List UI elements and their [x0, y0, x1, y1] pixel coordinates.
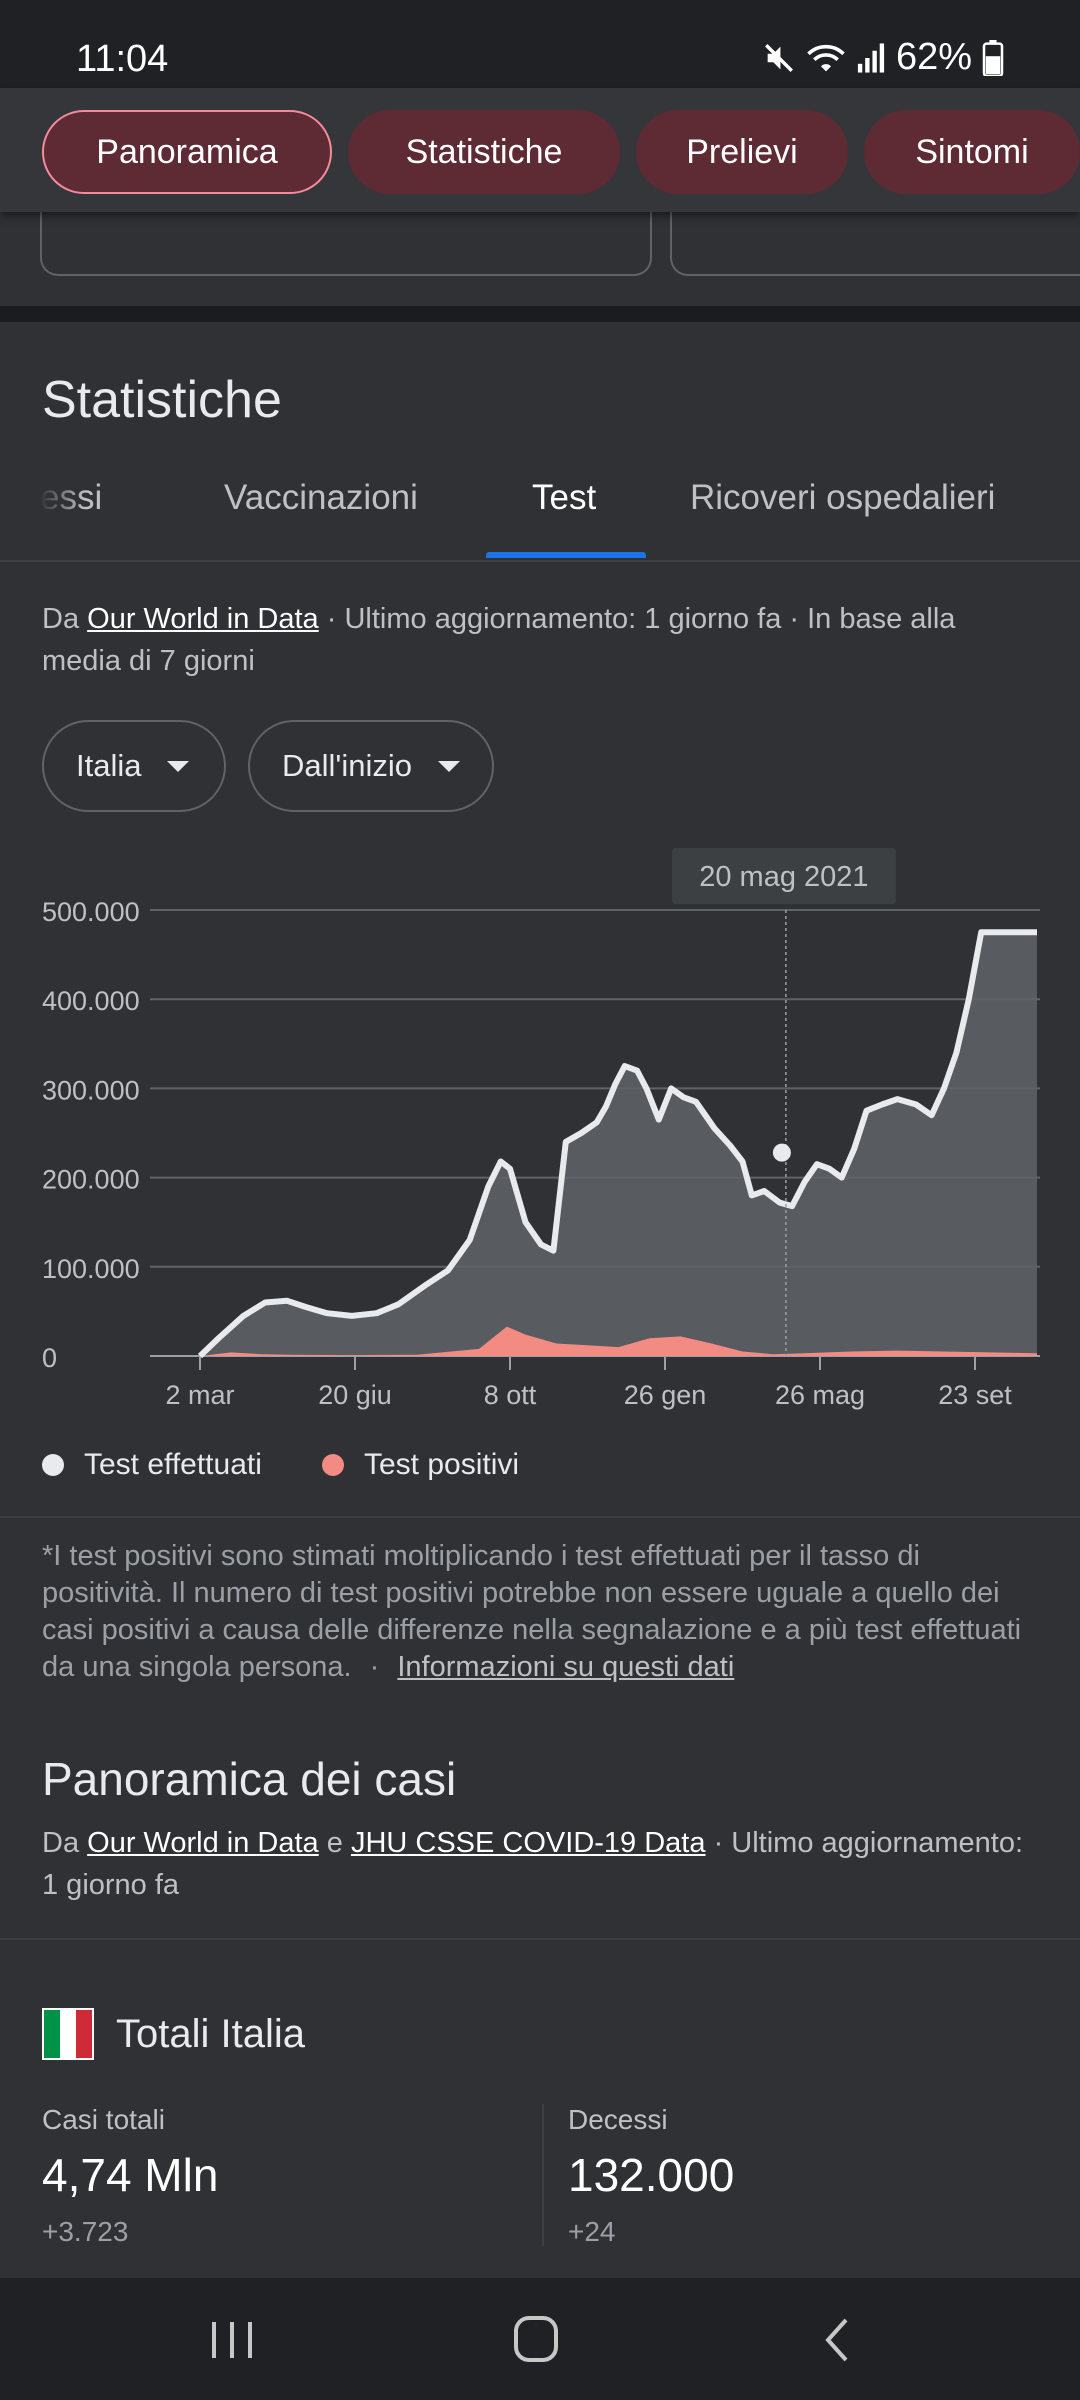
tooltip-date: 20 mag 2021	[699, 861, 868, 893]
chip-prelievi[interactable]: Prelievi	[636, 110, 848, 194]
y-tick-label: 200.000	[42, 1165, 140, 1195]
mute-icon	[764, 43, 793, 72]
signal-icon	[857, 42, 885, 73]
topic-chips-bar: Panoramica Statistiche Prelievi Sintomi	[0, 88, 1080, 212]
italy-flag-icon	[42, 2008, 94, 2060]
legend-tests-positive: Test positivi	[322, 1448, 519, 1482]
info-link[interactable]: Informazioni su questi dati	[397, 1651, 735, 1683]
stat-total-cases: Casi totali 4,74 Mln +3.723	[42, 2104, 219, 2247]
owid-link[interactable]: Our World in Data	[87, 1827, 319, 1859]
card-edge-left[interactable]	[40, 192, 652, 276]
area-test-effettuati	[200, 932, 1037, 1356]
tab-vaccinazioni[interactable]: Vaccinazioni	[224, 478, 418, 517]
status-bar: 11:04 62%	[0, 0, 1080, 88]
chip-statistiche[interactable]: Statistiche	[348, 110, 620, 194]
jhu-link[interactable]: JHU CSSE COVID-19 Data	[350, 1827, 706, 1859]
dropdown-arrow-icon	[437, 760, 460, 772]
battery-icon	[982, 39, 1004, 76]
card-edge-right[interactable]	[670, 192, 1080, 276]
tab-ricoveri[interactable]: Ricoveri ospedalieri	[690, 478, 996, 517]
country-dropdown[interactable]: Italia	[42, 720, 226, 812]
cases-source: Da Our World in Data e JHU CSSE COVID-19…	[42, 1827, 1024, 1901]
stats-tabs: essi Vaccinazioni Test Ricoveri ospedali…	[0, 460, 1080, 562]
x-tick-label: 26 gen	[624, 1380, 707, 1410]
totals-label: Totali Italia	[116, 2011, 305, 2056]
y-tick-label: 0	[42, 1343, 57, 1373]
chip-sintomi[interactable]: Sintomi	[864, 110, 1080, 194]
recent-apps-icon[interactable]	[192, 2308, 272, 2372]
period-dropdown[interactable]: Dall'inizio	[248, 720, 494, 812]
status-icons: 62%	[762, 36, 1004, 79]
battery-percent: 62%	[895, 36, 972, 78]
x-tick-label: 20 giu	[318, 1380, 392, 1410]
tooltip-marker-point	[772, 1143, 791, 1162]
cases-title: Panoramica dei casi	[42, 1753, 457, 1805]
legend-tests-done: Test effettuati	[42, 1448, 262, 1482]
home-icon[interactable]	[496, 2308, 576, 2372]
x-tick-label: 8 ott	[484, 1380, 537, 1410]
line-test-effettuati	[197, 929, 1037, 1359]
legend-dot	[42, 1454, 64, 1476]
system-nav-bar	[0, 2278, 1080, 2400]
status-time: 11:04	[76, 38, 169, 80]
divider	[0, 1938, 1080, 1940]
y-tick-label: 100.000	[42, 1254, 140, 1284]
footnote: *I test positivi sono stimati moltiplica…	[42, 1540, 1022, 1683]
tab-decessi[interactable]: essi	[40, 478, 103, 517]
tests-chart[interactable]: 500.000 400.000 300.000 200.000 100.000 0 2 ma…	[0, 840, 1080, 1420]
section-divider	[0, 306, 1080, 322]
source-link[interactable]: Our World in Data	[87, 603, 319, 635]
data-source: Da Our World in Data · Ultimo aggiorname…	[42, 603, 956, 677]
legend-dot	[322, 1454, 344, 1476]
y-tick-label: 300.000	[42, 1075, 140, 1105]
active-tab-indicator	[486, 552, 646, 558]
dropdown-arrow-icon	[167, 760, 190, 772]
chip-panoramica[interactable]: Panoramica	[42, 110, 332, 194]
tab-test[interactable]: Test	[532, 478, 597, 517]
x-tick-label: 23 set	[938, 1380, 1012, 1410]
section-title: Statistiche	[42, 371, 282, 429]
y-tick-label: 500.000	[42, 897, 140, 927]
back-icon[interactable]	[800, 2308, 880, 2372]
divider	[0, 1516, 1080, 1518]
x-tick-label: 2 mar	[165, 1380, 234, 1410]
wifi-icon	[807, 44, 845, 71]
area-test-positivi	[200, 1326, 1037, 1356]
totals-header: Totali Italia	[42, 2008, 305, 2060]
previous-cards	[0, 192, 1080, 308]
x-tick-label: 26 mag	[775, 1380, 865, 1410]
stat-deaths: Decessi 132.000 +24	[568, 2104, 735, 2247]
tooltip-box	[671, 848, 896, 904]
y-tick-label: 400.000	[42, 986, 140, 1016]
stat-separator	[542, 2104, 544, 2246]
